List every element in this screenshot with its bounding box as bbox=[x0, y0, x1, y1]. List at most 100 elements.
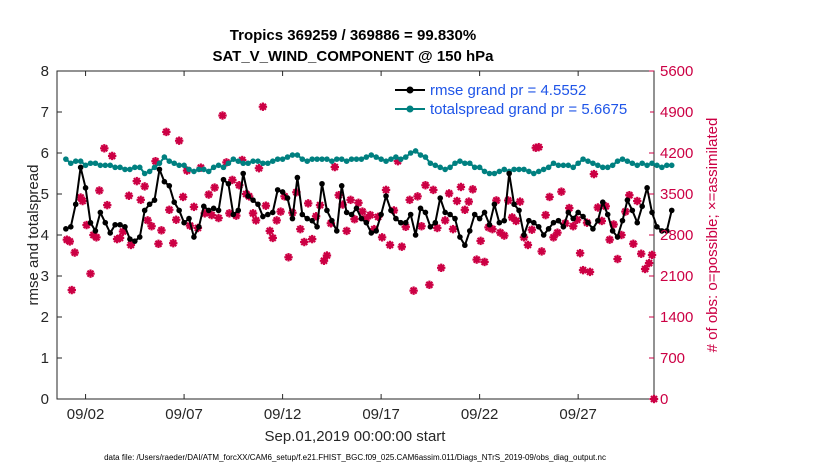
rmse-point bbox=[560, 224, 567, 230]
y-right-tick-label: 0 bbox=[660, 391, 668, 408]
rmse-point bbox=[274, 187, 281, 193]
obs-marker-stroke bbox=[468, 185, 477, 194]
totalspread-point bbox=[191, 168, 197, 175]
totalspread-point bbox=[181, 162, 187, 169]
totalspread-point bbox=[491, 170, 498, 177]
totalspread-point bbox=[590, 160, 596, 167]
totalspread-point bbox=[388, 156, 394, 162]
obs-marker bbox=[534, 142, 543, 152]
totalspread-series bbox=[63, 148, 675, 177]
y-right-tick-label: 700 bbox=[660, 350, 685, 367]
y-left-tick-label: 1 bbox=[41, 350, 49, 367]
obs-marker-stroke bbox=[143, 216, 152, 225]
totalspread-point bbox=[452, 160, 458, 167]
obs-marker-stroke bbox=[266, 227, 274, 235]
rmse-point bbox=[417, 205, 424, 212]
obs-marker-stroke bbox=[95, 186, 104, 195]
obs-marker-stroke bbox=[541, 211, 550, 219]
rmse-point bbox=[481, 209, 488, 216]
rmse-point bbox=[531, 219, 537, 226]
rmse-point bbox=[535, 224, 542, 230]
obs-marker-stroke bbox=[154, 240, 163, 248]
obs-marker bbox=[172, 215, 181, 224]
y-left-tick-label: 3 bbox=[41, 268, 49, 285]
obs-marker bbox=[124, 191, 134, 200]
rmse-point bbox=[146, 201, 153, 208]
y-left-tick-label: 5 bbox=[41, 186, 49, 203]
totalspread-point bbox=[437, 164, 444, 171]
totalspread-point bbox=[141, 170, 148, 177]
obs-marker-stroke bbox=[425, 281, 434, 289]
obs-marker bbox=[189, 202, 199, 212]
totalspread-point bbox=[393, 154, 399, 160]
y-right-tick-label: 4900 bbox=[660, 104, 693, 121]
obs-marker-stroke bbox=[537, 247, 546, 256]
totalspread-point bbox=[457, 158, 463, 164]
rmse-point bbox=[215, 207, 222, 214]
obs-marker-stroke bbox=[151, 157, 160, 165]
rmse-point bbox=[471, 211, 478, 218]
obs-marker-stroke bbox=[210, 183, 219, 192]
rmse-point bbox=[595, 217, 601, 224]
obs-marker bbox=[425, 280, 434, 289]
obs-marker bbox=[251, 216, 261, 225]
rmse-point bbox=[279, 189, 286, 195]
obs-marker bbox=[214, 213, 223, 223]
obs-marker-stroke bbox=[172, 215, 180, 224]
obs-marker bbox=[385, 240, 395, 250]
obs-marker bbox=[515, 197, 525, 206]
totalspread-point bbox=[107, 162, 113, 169]
obs-marker-stroke bbox=[605, 235, 614, 244]
totalspread-point bbox=[348, 156, 355, 162]
rmse-point bbox=[407, 211, 414, 218]
obs-marker-stroke bbox=[259, 102, 267, 111]
y-right-tick-label: 1400 bbox=[660, 309, 693, 326]
obs-marker-stroke bbox=[116, 234, 124, 242]
obs-marker-stroke bbox=[476, 237, 485, 245]
totalspread-point bbox=[176, 162, 182, 169]
rmse-point bbox=[476, 215, 483, 222]
obs-marker-stroke bbox=[528, 225, 536, 234]
rmse-point bbox=[235, 207, 242, 214]
obs-marker-stroke bbox=[629, 240, 638, 248]
obs-marker-stroke bbox=[545, 193, 554, 201]
totalspread-point bbox=[250, 158, 256, 164]
totalspread-point bbox=[358, 156, 365, 162]
totalspread-point bbox=[462, 160, 468, 167]
obs-marker bbox=[585, 267, 595, 277]
totalspread-point bbox=[171, 160, 178, 167]
totalspread-point bbox=[668, 162, 675, 169]
rmse-point bbox=[294, 174, 301, 181]
totalspread-point bbox=[205, 168, 212, 175]
obs-marker-stroke bbox=[508, 213, 516, 222]
rmse-point bbox=[540, 232, 547, 238]
obs-marker bbox=[261, 201, 271, 210]
y-left-tick-label: 4 bbox=[41, 227, 49, 244]
totalspread-point bbox=[77, 158, 84, 164]
obs-marker bbox=[472, 255, 481, 264]
obs-marker bbox=[136, 195, 145, 205]
totalspread-point bbox=[442, 166, 448, 173]
obs-marker bbox=[207, 210, 216, 220]
obs-marker bbox=[464, 197, 473, 206]
totalspread-point bbox=[289, 152, 296, 158]
obs-marker-stroke bbox=[342, 227, 351, 235]
obs-marker bbox=[258, 102, 268, 111]
obs-marker bbox=[296, 224, 305, 234]
rmse-point bbox=[230, 211, 237, 218]
totalspread-point bbox=[383, 158, 389, 164]
rmse-point bbox=[649, 209, 655, 216]
rmse-series bbox=[63, 164, 675, 249]
totalspread-point bbox=[230, 156, 237, 162]
obs-marker-stroke bbox=[262, 201, 270, 210]
obs-marker bbox=[549, 233, 558, 242]
rmse-point bbox=[629, 207, 636, 214]
totalspread-point bbox=[269, 158, 276, 164]
rmse-point bbox=[289, 215, 296, 222]
obs-marker bbox=[107, 151, 117, 161]
rmse-point bbox=[200, 203, 207, 210]
totalspread-point bbox=[245, 160, 251, 167]
obs-marker-stroke bbox=[70, 248, 79, 257]
obs-marker bbox=[460, 205, 470, 215]
y-right-tick-label: 5600 bbox=[660, 63, 693, 80]
